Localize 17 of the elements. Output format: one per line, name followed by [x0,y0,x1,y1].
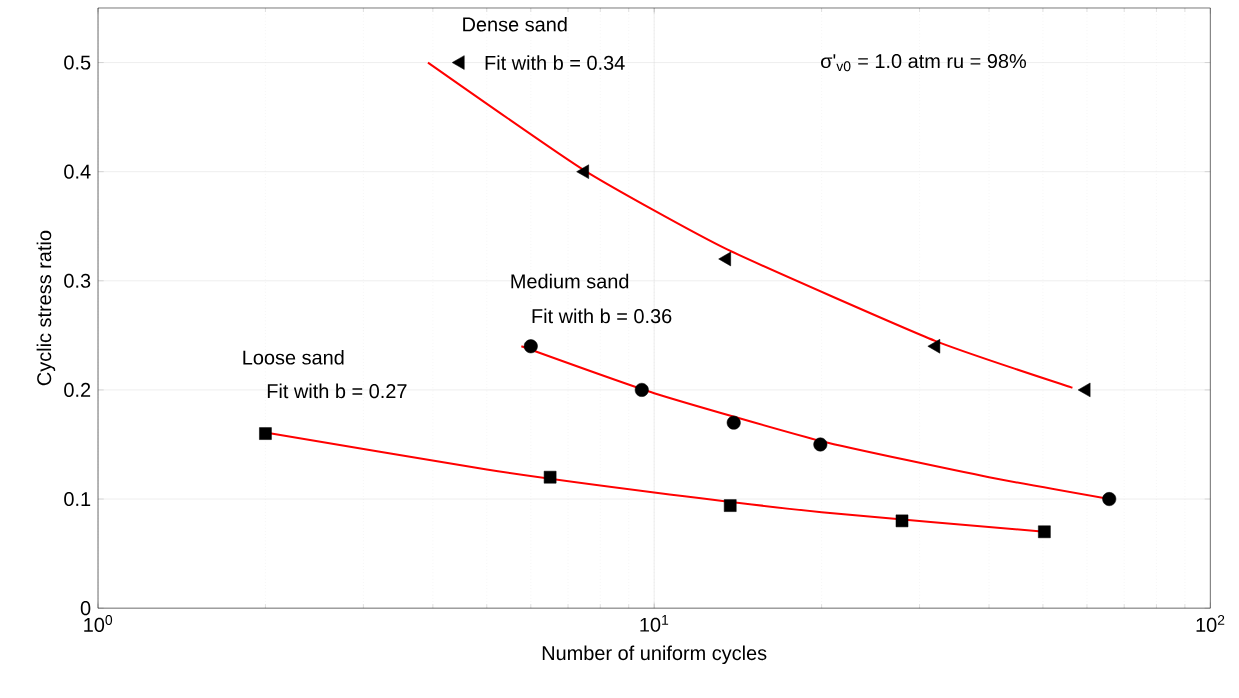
y-tick-label: 0.5 [64,55,91,70]
x-tick-label: 10$^{1}$ [640,614,669,632]
y-tick-label: 0.3 [64,273,91,288]
annotation: Fit with b = 0.34 [485,55,625,70]
annotation: σ'$_{v0}$ = 1.0 atm ru = 98% [821,53,1026,72]
annotation: Dense sand [463,16,567,32]
annotation: Fit with b = 0.27 [267,383,407,399]
y-tick-label: 0.1 [64,491,91,506]
annotation: Loose sand [243,349,344,365]
x-axis-title: Number of uniform cycles [542,645,767,664]
x-tick-label: 10$^{2}$ [1196,614,1225,632]
annotation: Medium sand [511,273,629,289]
y-tick-label: 0.2 [64,382,91,397]
annotation: Fit with b = 0.36 [532,308,672,324]
y-tick-label: 0 [80,601,91,616]
y-axis-title: Cyclic stress ratio [36,230,56,386]
y-tick-label: 0.4 [64,164,91,179]
